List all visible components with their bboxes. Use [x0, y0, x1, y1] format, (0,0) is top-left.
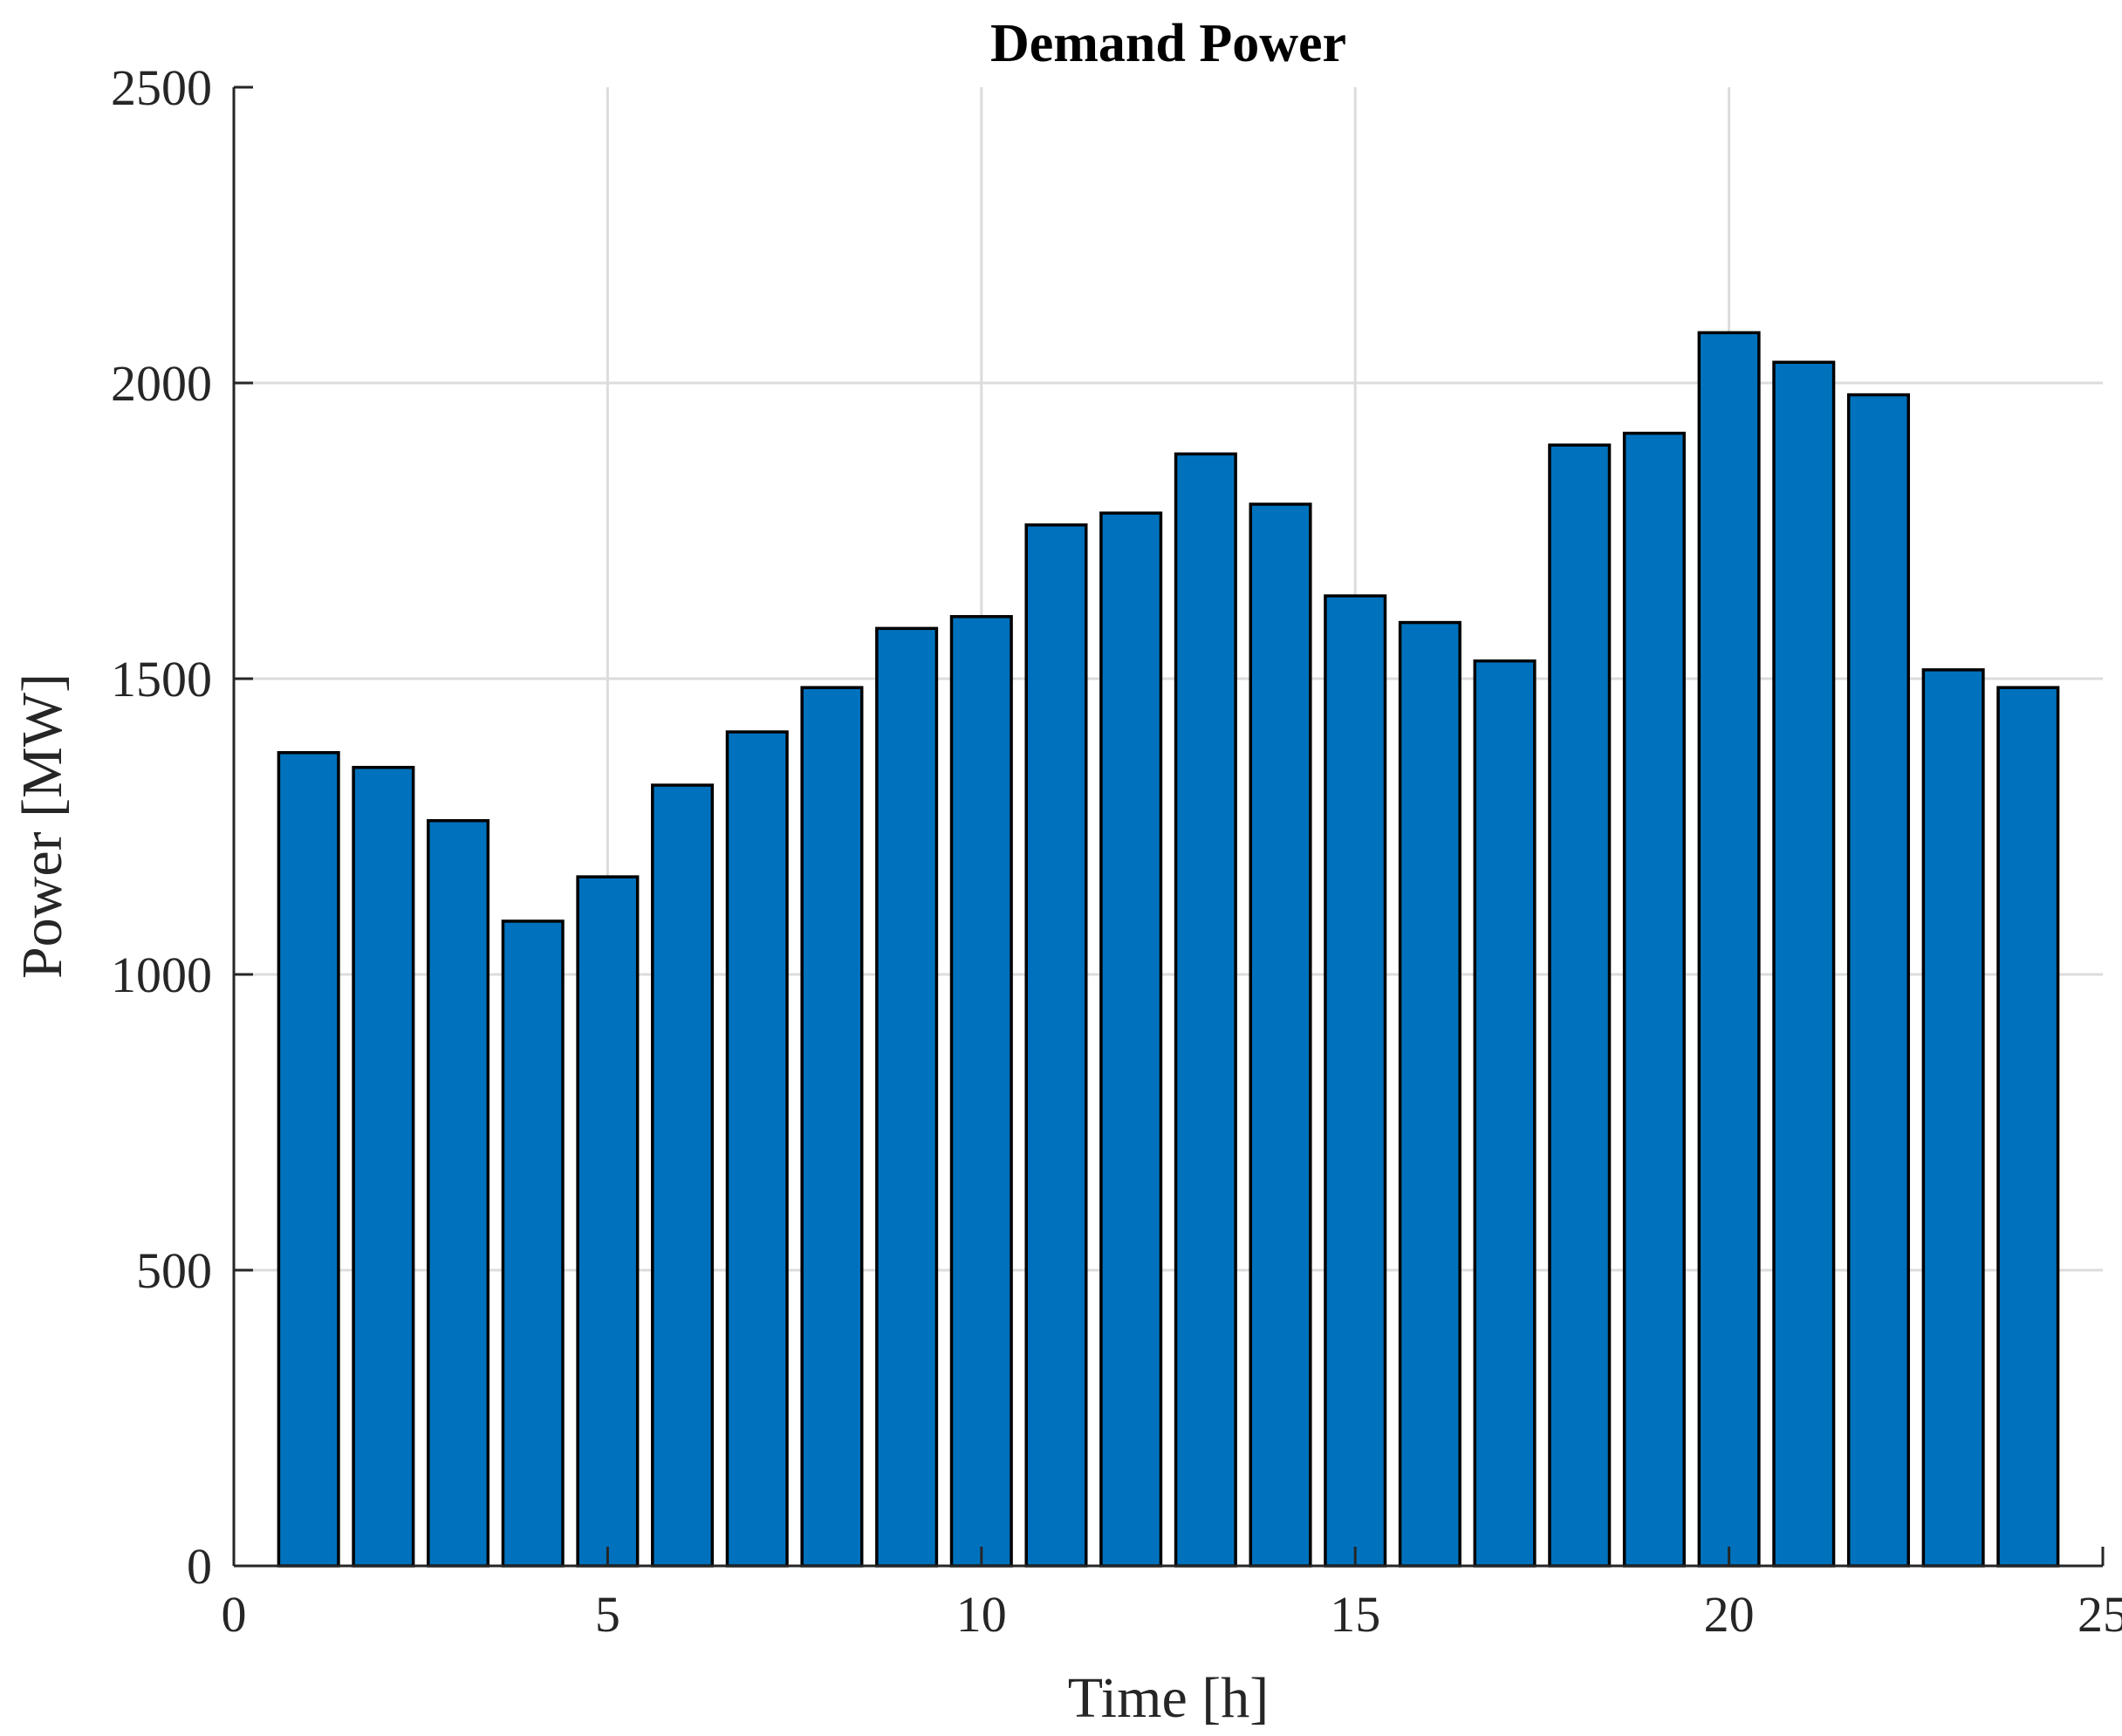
bar-hour-19 — [1622, 431, 1686, 1568]
x-tick-label: 0 — [222, 1586, 247, 1643]
tick-labels: 0 5 10 15 20 25 0 500 1000 1500 2000 2500 — [111, 59, 2122, 1643]
y-tick-label: 1000 — [111, 947, 212, 1003]
y-tick-label: 1500 — [111, 651, 212, 707]
x-tick-label: 10 — [956, 1586, 1007, 1643]
bar-hour-12 — [1099, 511, 1163, 1568]
x-tick-label: 5 — [595, 1586, 620, 1643]
x-tick-label: 20 — [1704, 1586, 1755, 1643]
bar-hour-18 — [1548, 443, 1612, 1568]
x-tick-label: 15 — [1330, 1586, 1380, 1643]
bar-hour-16 — [1398, 620, 1461, 1568]
x-axis-label: Time [h] — [1068, 1666, 1269, 1730]
bar-hour-14 — [1249, 502, 1312, 1568]
bar-hour-20 — [1697, 331, 1761, 1568]
bar-hour-11 — [1024, 523, 1088, 1568]
bar-hour-9 — [875, 626, 939, 1568]
bar-hour-4 — [501, 919, 565, 1568]
bar-hour-8 — [800, 686, 864, 1568]
bar-hour-17 — [1473, 659, 1537, 1568]
bar-hour-10 — [949, 615, 1013, 1568]
y-tick-label: 0 — [187, 1538, 212, 1595]
chart-title: Demand Power — [990, 14, 1346, 73]
bar-hour-24 — [1996, 686, 2060, 1568]
y-tick-label: 2500 — [111, 59, 212, 116]
bar-hour-5 — [576, 875, 640, 1568]
bar-hour-1 — [277, 751, 340, 1568]
bar-hour-21 — [1772, 360, 1836, 1568]
bar-hour-15 — [1324, 594, 1387, 1568]
bar-hour-13 — [1174, 452, 1237, 1568]
bar-hour-23 — [1921, 668, 1985, 1568]
bar-hour-3 — [427, 818, 490, 1568]
bar-hour-22 — [1846, 393, 1910, 1568]
y-axis-label: Power [MW] — [10, 673, 74, 979]
bar-hour-2 — [352, 765, 415, 1568]
x-tick-label: 25 — [2078, 1586, 2122, 1643]
bar-hour-7 — [725, 730, 789, 1568]
bars — [277, 331, 2060, 1568]
bar-hour-6 — [651, 783, 715, 1568]
axes — [232, 85, 2105, 1568]
y-tick-label: 500 — [136, 1242, 212, 1299]
y-tick-label: 2000 — [111, 355, 212, 412]
